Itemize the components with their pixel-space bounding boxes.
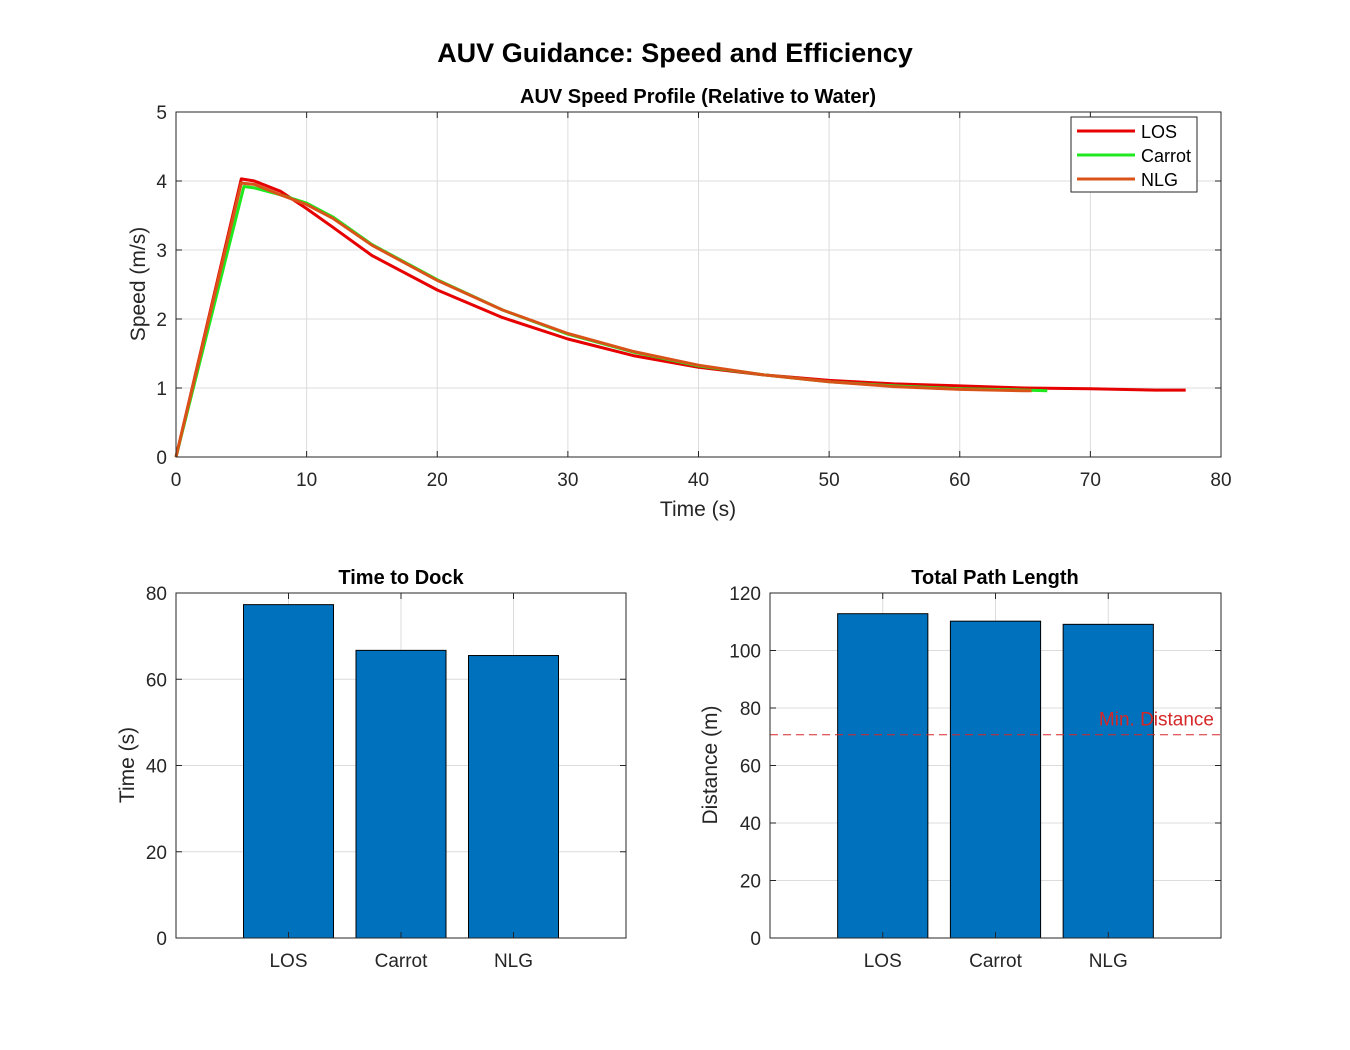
path-category-label: Carrot [969, 951, 1023, 972]
y-tick-label: 4 [156, 172, 167, 193]
legend-label-los: LOS [1141, 122, 1177, 142]
speed-y-axis-label: Speed (m/s) [127, 227, 150, 341]
y-tick-label: 0 [750, 929, 761, 950]
path-bar-nlg [1062, 623, 1154, 939]
speed-legend: LOS Carrot NLG [1070, 116, 1198, 193]
figure-title: AUV Guidance: Speed and Efficiency [437, 38, 913, 68]
x-tick-label: 40 [688, 470, 709, 491]
y-tick-label: 80 [146, 584, 167, 605]
time-y-axis-label: Time (s) [116, 727, 139, 803]
y-tick-label: 0 [156, 929, 167, 950]
path-bar-los [837, 613, 929, 939]
x-tick-label: 30 [557, 470, 578, 491]
legend-label-nlg: NLG [1141, 170, 1178, 190]
x-tick-label: 0 [171, 470, 182, 491]
y-tick-label: 80 [740, 699, 761, 720]
y-tick-label: 3 [156, 241, 167, 262]
x-tick-label: 60 [949, 470, 970, 491]
time-category-label: LOS [269, 951, 307, 972]
path-bar-carrot [949, 620, 1042, 939]
x-tick-label: 10 [296, 470, 317, 491]
path-category-label: NLG [1089, 951, 1128, 972]
legend-label-carrot: Carrot [1141, 146, 1191, 166]
series-line-nlg [174, 181, 1032, 458]
path-chart-title: Total Path Length [911, 567, 1078, 589]
y-tick-label: 100 [729, 642, 761, 663]
speed-chart-title: AUV Speed Profile (Relative to Water) [520, 86, 876, 108]
y-tick-label: 120 [729, 584, 761, 605]
y-tick-label: 20 [146, 843, 167, 864]
y-tick-label: 1 [156, 379, 167, 400]
y-tick-label: 60 [740, 757, 761, 778]
x-tick-label: 80 [1210, 470, 1231, 491]
x-tick-label: 20 [427, 470, 448, 491]
time-bar-nlg [468, 655, 559, 939]
speed-profile-chart: AUV Speed Profile (Relative to Water) 0 1… [127, 86, 1232, 521]
speed-x-axis-label: Time (s) [660, 498, 736, 521]
time-to-dock-chart: Time to Dock LOS Carrot NLG 0 20 40 60 80 Time … [116, 567, 627, 972]
time-category-label: NLG [494, 951, 533, 972]
y-tick-label: 60 [146, 670, 167, 691]
time-bar-carrot [355, 649, 447, 939]
y-tick-label: 5 [156, 103, 167, 124]
y-tick-label: 20 [740, 872, 761, 893]
time-category-label: Carrot [375, 951, 429, 972]
path-reference-label: Min. Distance [1099, 710, 1214, 731]
path-category-label: LOS [864, 951, 902, 972]
path-y-axis-label: Distance (m) [699, 705, 722, 824]
y-tick-label: 40 [146, 757, 167, 778]
y-tick-label: 0 [156, 448, 167, 469]
y-tick-label: 2 [156, 310, 167, 331]
series-line-los [174, 177, 1186, 458]
time-chart-title: Time to Dock [338, 567, 464, 589]
x-tick-label: 70 [1080, 470, 1101, 491]
y-tick-label: 40 [740, 814, 761, 835]
time-bar-los [243, 604, 334, 939]
x-tick-label: 50 [819, 470, 840, 491]
path-length-chart: Total Path Length Min. Distance LOS Carro… [699, 567, 1222, 972]
